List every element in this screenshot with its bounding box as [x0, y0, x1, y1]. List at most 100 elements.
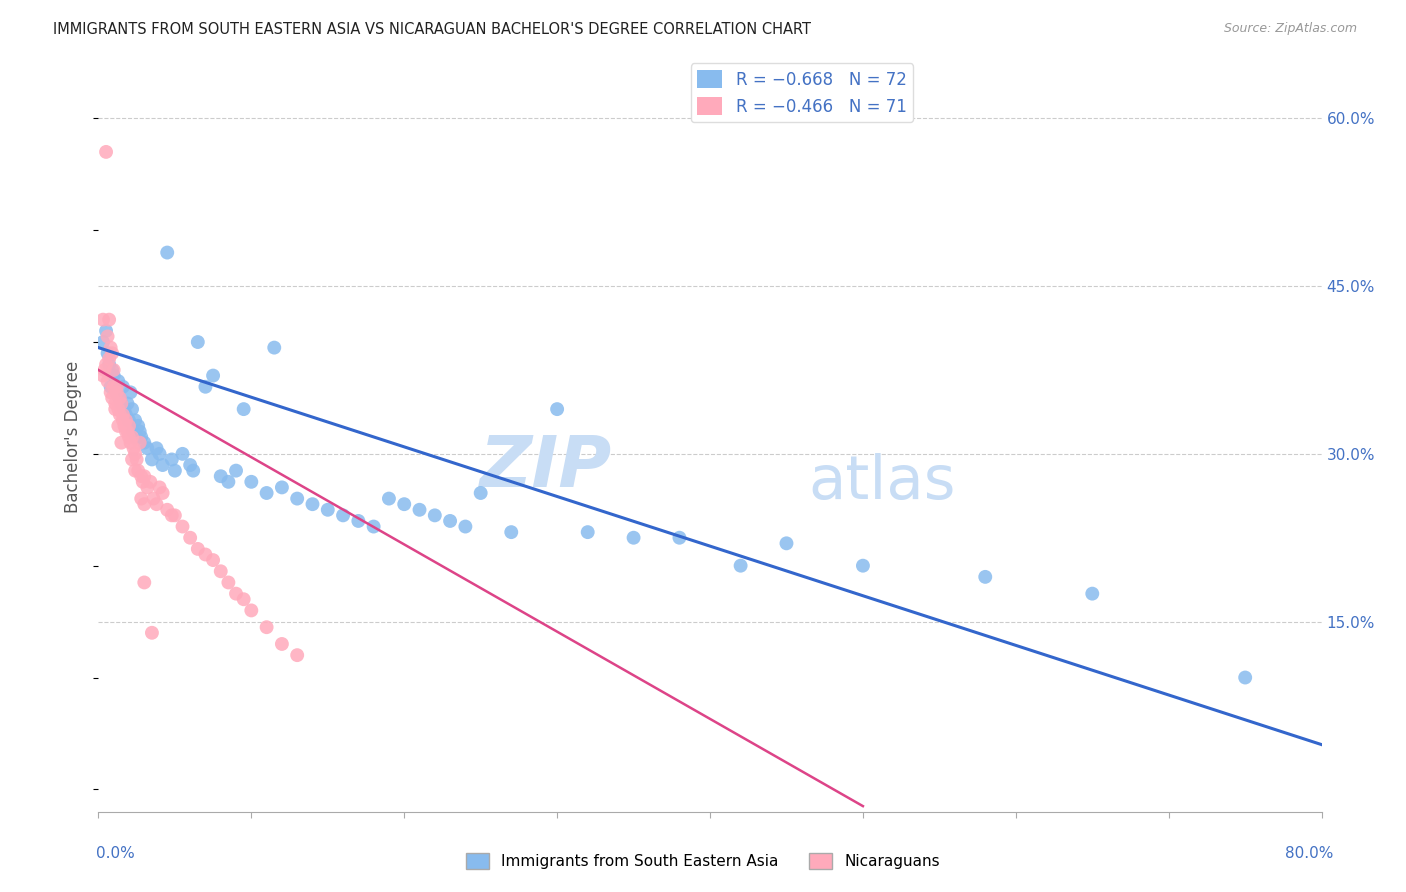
Point [127, 464, 149, 478]
Point [256, 620, 278, 634]
Point [97, 329, 120, 343]
Point [194, 380, 217, 394]
Point [179, 458, 201, 472]
Point [100, 341, 122, 355]
Point [110, 396, 132, 410]
Point [98, 351, 121, 366]
Point [149, 447, 172, 461]
Point [136, 442, 159, 456]
Point [94, 358, 117, 372]
Text: Source: ZipAtlas.com: Source: ZipAtlas.com [1223, 22, 1357, 36]
Point [134, 435, 156, 450]
Point [124, 413, 146, 427]
Point [104, 380, 127, 394]
Point [91, 368, 114, 383]
Point [546, 402, 568, 417]
Point [117, 425, 139, 439]
Point [187, 541, 209, 556]
Point [775, 536, 797, 550]
Point [141, 625, 163, 640]
Legend: R = −0.668   N = 72, R = −0.466   N = 71: R = −0.668 N = 72, R = −0.466 N = 71 [690, 63, 912, 122]
Point [256, 486, 278, 500]
Point [105, 380, 128, 394]
Point [285, 648, 308, 662]
Point [132, 475, 155, 489]
Point [181, 464, 204, 478]
Point [172, 447, 194, 461]
Point [232, 592, 254, 607]
Point [93, 363, 115, 377]
Point [105, 385, 128, 400]
Point [202, 553, 225, 567]
Point [423, 508, 446, 523]
Point [100, 385, 122, 400]
Point [108, 408, 131, 422]
Point [270, 637, 292, 651]
Point [163, 464, 186, 478]
Point [187, 334, 209, 349]
Point [408, 502, 430, 516]
Point [124, 464, 146, 478]
Point [209, 564, 232, 578]
Point [107, 402, 129, 417]
Point [103, 363, 125, 377]
Point [240, 603, 263, 617]
Point [101, 363, 124, 377]
Point [108, 391, 131, 405]
Point [454, 519, 477, 533]
Point [576, 525, 599, 540]
Point [107, 374, 129, 388]
Point [1081, 587, 1104, 601]
Point [332, 508, 354, 523]
Point [363, 519, 385, 533]
Point [974, 570, 997, 584]
Point [141, 452, 163, 467]
Point [139, 475, 162, 489]
Point [285, 491, 308, 506]
Point [134, 469, 156, 483]
Point [110, 435, 132, 450]
Point [668, 531, 690, 545]
Point [209, 469, 232, 483]
Point [623, 531, 645, 545]
Point [112, 418, 135, 433]
Point [134, 575, 156, 590]
Point [125, 430, 148, 444]
Point [145, 497, 167, 511]
Point [128, 425, 150, 439]
Point [112, 402, 135, 417]
Point [225, 587, 247, 601]
Point [115, 408, 138, 422]
Point [91, 334, 114, 349]
Point [121, 452, 143, 467]
Point [127, 418, 149, 433]
Text: IMMIGRANTS FROM SOUTH EASTERN ASIA VS NICARAGUAN BACHELOR'S DEGREE CORRELATION C: IMMIGRANTS FROM SOUTH EASTERN ASIA VS NI… [53, 22, 811, 37]
Point [105, 385, 128, 400]
Point [1234, 671, 1257, 685]
Point [301, 497, 323, 511]
Point [225, 464, 247, 478]
Text: ZIP: ZIP [479, 433, 612, 501]
Point [117, 396, 139, 410]
Point [122, 425, 145, 439]
Point [120, 435, 142, 450]
Point [120, 385, 142, 400]
Point [730, 558, 752, 573]
Point [103, 380, 125, 394]
Point [111, 408, 134, 422]
Point [347, 514, 370, 528]
Point [128, 435, 150, 450]
Point [94, 145, 117, 159]
Point [240, 475, 263, 489]
Point [97, 346, 120, 360]
Point [100, 380, 122, 394]
Point [118, 418, 141, 433]
Point [125, 452, 148, 467]
Point [439, 514, 461, 528]
Point [115, 425, 138, 439]
Point [115, 413, 138, 427]
Point [217, 475, 239, 489]
Y-axis label: Bachelor's Degree: Bachelor's Degree [65, 361, 83, 513]
Point [470, 486, 492, 500]
Point [108, 391, 131, 405]
